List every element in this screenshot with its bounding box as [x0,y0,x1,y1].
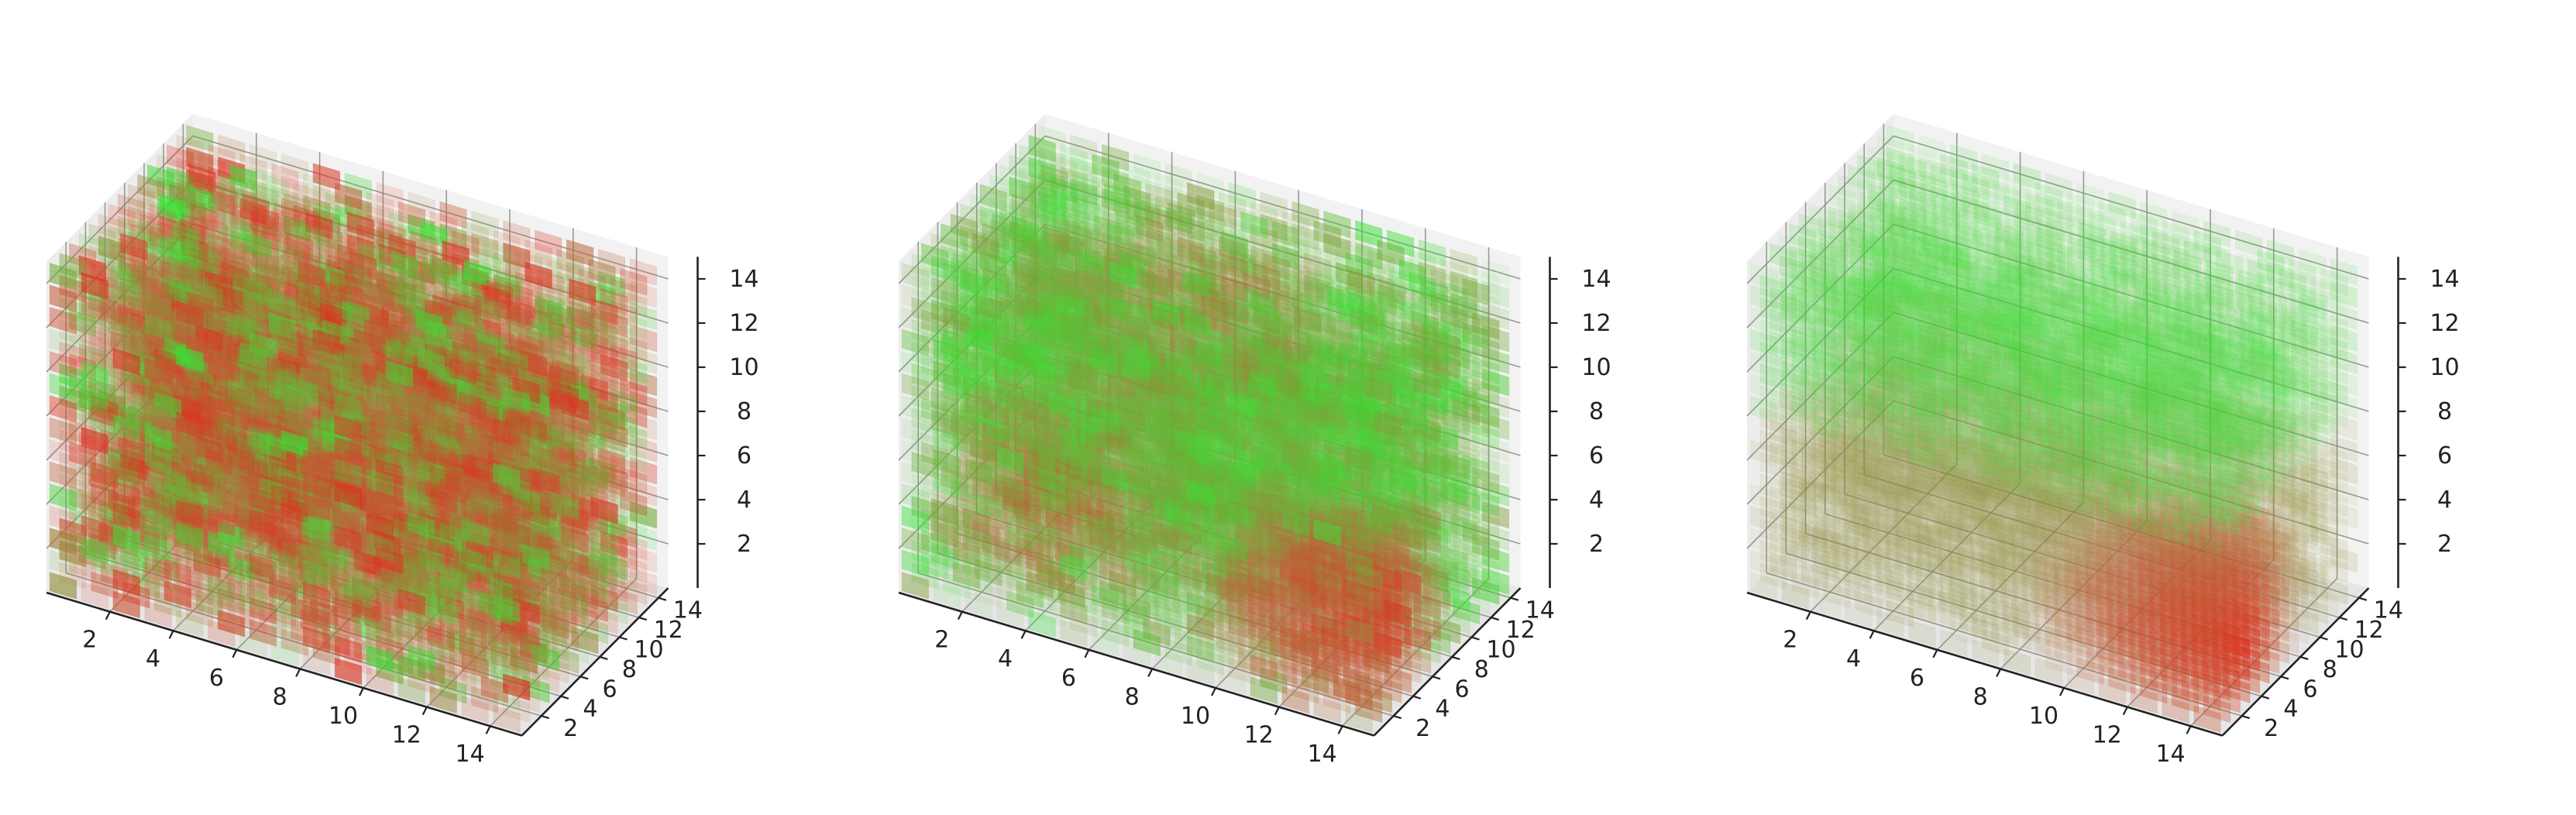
y-tick-label: 4 [583,696,597,723]
grid-line [46,135,194,284]
x-tick-label: 8 [273,683,287,710]
x-tick-label: 14 [456,741,485,768]
voxel [471,210,499,239]
voxel [629,390,658,419]
voxel [408,191,435,219]
voxel [629,567,658,596]
z-tick-label: 10 [729,354,758,381]
y-tick-label: 14 [673,597,703,624]
voxel [208,232,236,260]
x-tick-label: 6 [209,665,224,692]
voxel [312,229,341,257]
y-tick-label: 2 [563,715,578,742]
voxel [629,368,658,397]
voxel [629,523,658,552]
y-tick-label: 6 [603,676,617,703]
voxel [271,185,299,213]
voxel [597,535,626,564]
voxel [597,381,626,409]
grid-line [46,223,194,373]
voxel [629,456,658,485]
z-tick-label: 12 [729,310,758,337]
voxel [312,163,341,191]
voxel [280,330,309,358]
voxel [176,134,204,163]
voxel [218,222,246,251]
voxel [597,315,626,343]
voxel [271,229,299,257]
voxel [376,182,404,210]
x-tick-label: 10 [328,703,358,730]
voxel [503,242,531,270]
voxel [208,144,236,172]
z-tick-label: 8 [737,398,751,425]
voxel [597,514,626,542]
voxel [280,153,309,181]
z-tick-label: 14 [729,266,758,293]
voxel [629,435,658,463]
voxel [597,425,626,453]
voxel [271,163,299,191]
x-tick-label: 2 [82,627,97,654]
x-tick-label: 12 [392,722,421,749]
voxel [597,359,626,387]
voxel [208,210,236,239]
voxel [629,479,658,507]
voxel [303,239,331,267]
voxel [629,324,658,352]
x-tick-label: 4 [146,645,160,672]
voxel [503,220,531,248]
grid-line [426,559,574,708]
voxel [629,280,658,308]
z-tick-label: 4 [737,487,751,514]
voxel [629,500,658,529]
voxel [376,204,404,232]
voxel [629,346,658,375]
voxel [439,201,467,229]
voxels [49,125,658,733]
voxel [280,175,309,204]
voxel [629,302,658,331]
voxel [597,249,626,277]
voxel [335,182,363,211]
voxel [535,229,562,258]
voxel [629,412,658,441]
voxel [629,258,658,287]
voxel [566,239,594,267]
voxel [471,232,499,261]
voxel [597,337,626,365]
voxel [186,125,214,153]
z-tick-label: 2 [737,531,751,558]
voxel [629,545,658,573]
voxel [303,173,331,201]
voxel [249,143,277,172]
z-tick-label: 6 [737,442,751,469]
voxel [218,134,246,163]
